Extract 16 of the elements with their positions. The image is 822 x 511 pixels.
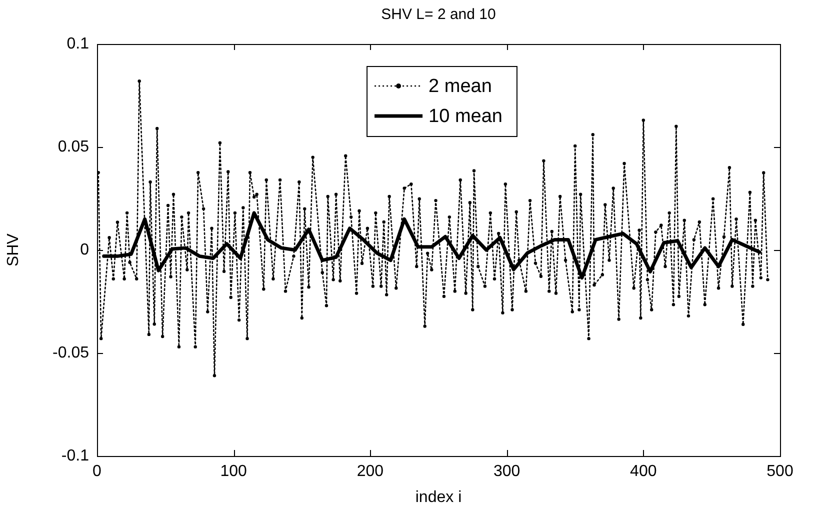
x-tick-label: 0 (92, 463, 102, 480)
chart-title: SHV L= 2 and 10 (381, 6, 496, 24)
x-tick-label: 200 (356, 463, 384, 480)
y-tick-label: -0.05 (52, 344, 90, 362)
x-tick-label: 300 (493, 463, 520, 480)
y-axis-title: SHV (5, 233, 22, 266)
legend-label: 2 mean (428, 76, 492, 98)
y-tick-label: -0.1 (61, 447, 90, 464)
x-axis-title: index i (415, 488, 462, 506)
legend-label: 10 mean (428, 106, 502, 128)
x-tick-label: 500 (766, 463, 794, 480)
x-tick-label: 100 (220, 463, 248, 480)
y-tick-label: 0 (80, 241, 90, 258)
x-tick-label: 400 (630, 463, 657, 480)
y-tick-label: 0.1 (66, 35, 90, 52)
y-tick-label: 0.05 (58, 138, 90, 156)
